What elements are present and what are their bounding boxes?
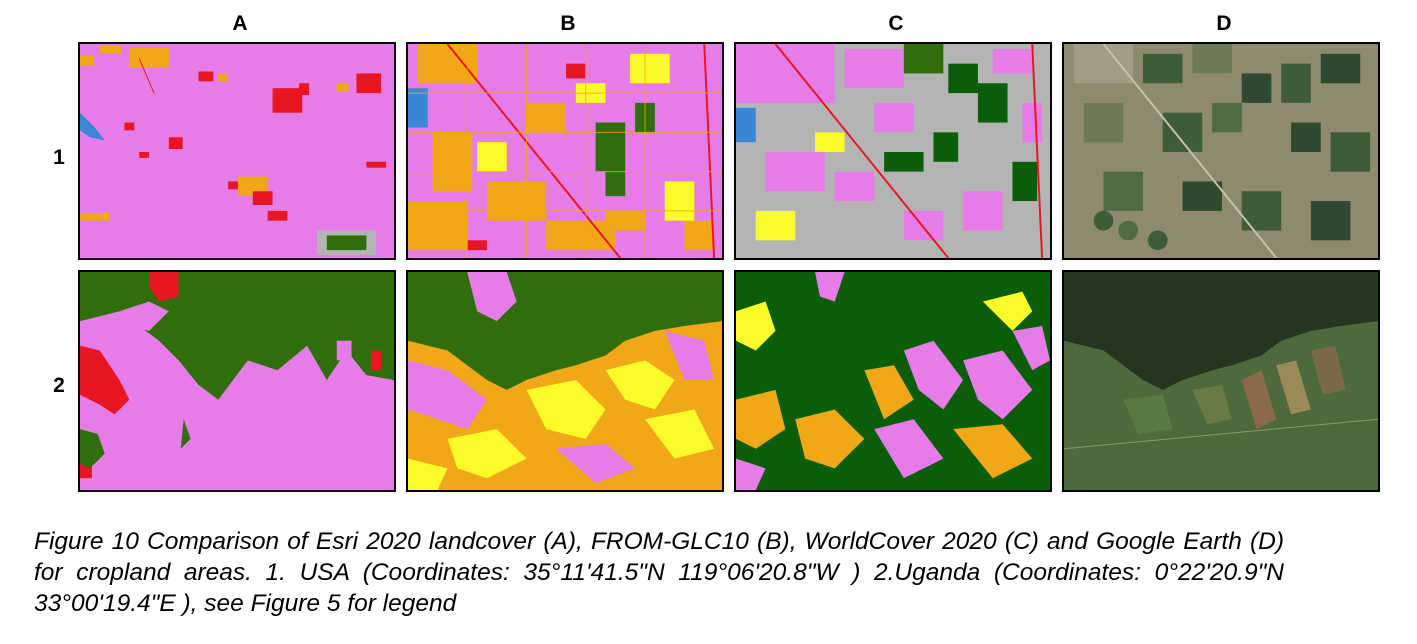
panel-a2-esri-uganda [78, 270, 396, 492]
landcover-map-c1 [736, 44, 1050, 258]
landcover-map-a1 [80, 44, 394, 258]
column-label-d: D [1216, 12, 1232, 35]
figure-caption: Figure 10 Comparison of Esri 2020 landco… [34, 526, 1284, 619]
panel-c2-worldcover-uganda [734, 270, 1052, 492]
panel-c1-worldcover-usa [734, 42, 1052, 260]
landcover-map-c2 [736, 272, 1050, 490]
row-label-1: 1 [53, 146, 65, 169]
caption-text: Figure 10 Comparison of Esri 2020 landco… [34, 528, 1284, 617]
panel-d2-googleearth-uganda [1062, 270, 1380, 492]
panel-b1-fromglc-usa [406, 42, 724, 260]
landcover-map-b2 [408, 272, 722, 490]
panel-a1-esri-usa [78, 42, 396, 260]
panel-d1-googleearth-usa [1062, 42, 1380, 260]
panel-b2-fromglc-uganda [406, 270, 724, 492]
landcover-map-b1 [408, 44, 722, 258]
satellite-image-d2 [1064, 272, 1378, 490]
column-label-a: A [232, 12, 248, 35]
column-label-c: C [888, 12, 904, 35]
column-label-b: B [560, 12, 576, 35]
satellite-image-d1 [1064, 44, 1378, 258]
landcover-map-a2 [80, 272, 394, 490]
row-label-2: 2 [53, 374, 65, 397]
